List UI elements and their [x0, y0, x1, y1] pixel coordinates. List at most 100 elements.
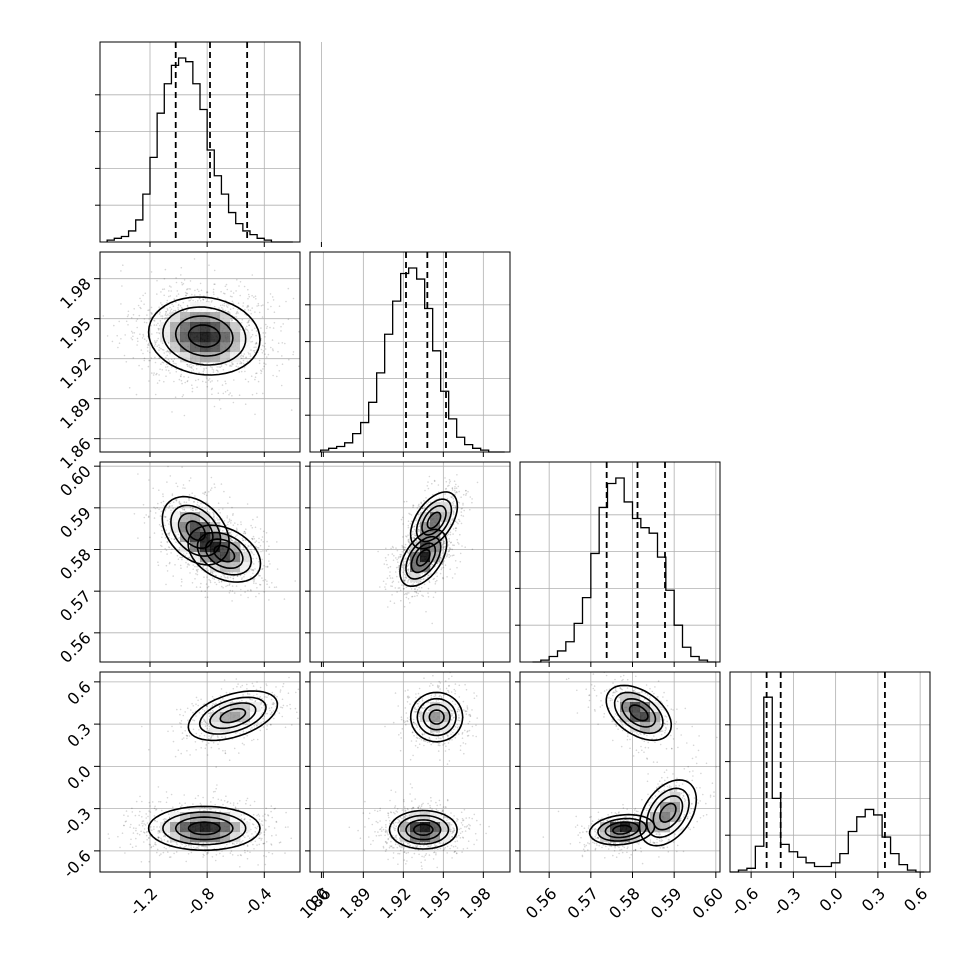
scatter-point-2-0 — [231, 585, 234, 587]
scatter-point-3-0 — [208, 735, 210, 737]
scatter-point-2-0 — [228, 518, 231, 521]
scatter-point-1-0 — [219, 366, 222, 369]
scatter-point-2-0 — [240, 523, 242, 526]
scatter-point-1-0 — [263, 365, 265, 368]
scatter-point-1-0 — [265, 356, 268, 358]
scatter-point-2-1 — [455, 527, 457, 530]
density-cell-2-0 — [190, 552, 201, 563]
scatter-point-2-0 — [273, 586, 276, 589]
scatter-point-2-1 — [440, 541, 443, 544]
scatter-point-2-0 — [261, 558, 263, 561]
scatter-point-1-0 — [173, 380, 175, 383]
scatter-point-3-0 — [224, 750, 226, 752]
scatter-point-2-0 — [252, 578, 254, 581]
scatter-point-1-0 — [123, 354, 126, 357]
scatter-point-1-0 — [154, 356, 156, 359]
scatter-point-1-0 — [209, 381, 212, 383]
scatter-point-1-0 — [244, 370, 246, 373]
scatter-point-1-0 — [272, 374, 274, 377]
scatter-point-1-0 — [166, 350, 169, 352]
scatter-point-1-0 — [144, 292, 147, 295]
scatter-point-1-0 — [157, 337, 159, 340]
scatter-point-2-1 — [454, 487, 456, 490]
hist-panel-1 — [305, 251, 511, 453]
scatter-point-1-0 — [240, 322, 243, 324]
scatter-point-3-0 — [279, 841, 282, 843]
scatter-point-1-0 — [202, 370, 205, 373]
scatter-point-1-0 — [260, 370, 263, 373]
scatter-point-2-1 — [452, 506, 455, 509]
scatter-point-2-0 — [175, 482, 177, 485]
scatter-point-3-0 — [123, 824, 125, 827]
scatter-point-1-0 — [186, 304, 189, 307]
scatter-point-2-0 — [160, 541, 162, 543]
scatter-point-1-0 — [149, 359, 151, 362]
scatter-point-2-1 — [412, 504, 414, 507]
scatter-point-1-0 — [183, 279, 186, 281]
scatter-point-2-0 — [185, 552, 188, 555]
scatter-point-2-1 — [402, 536, 404, 538]
scatter-point-2-1 — [402, 523, 404, 525]
scatter-point-3-0 — [272, 703, 275, 706]
scatter-point-1-0 — [248, 324, 250, 326]
scatter-point-1-0 — [205, 377, 208, 380]
scatter-point-1-0 — [197, 299, 199, 302]
scatter-point-1-0 — [171, 411, 173, 413]
scatter-point-1-0 — [215, 369, 218, 372]
scatter-point-2-0 — [178, 549, 181, 552]
scatter-point-2-0 — [255, 540, 258, 542]
scatter-point-2-1 — [452, 503, 455, 505]
scatter-point-1-0 — [177, 303, 180, 306]
scatter-point-1-0 — [125, 361, 128, 363]
scatter-point-2-1 — [451, 518, 454, 521]
scatter-point-2-0 — [216, 517, 218, 519]
scatter-point-1-0 — [173, 362, 175, 365]
scatter-point-3-0 — [195, 749, 197, 751]
scatter-point-2-1 — [434, 580, 437, 583]
scatter-point-2-0 — [143, 522, 146, 524]
scatter-point-2-1 — [457, 541, 459, 544]
scatter-point-2-1 — [385, 583, 387, 585]
scatter-point-2-0 — [237, 523, 239, 526]
scatter-point-2-0 — [181, 556, 184, 559]
scatter-point-1-0 — [237, 308, 239, 311]
scatter-point-1-0 — [142, 333, 144, 336]
scatter-point-2-1 — [408, 578, 410, 581]
scatter-point-2-0 — [179, 564, 182, 567]
scatter-point-2-0 — [180, 578, 183, 581]
scatter-point-2-1 — [406, 569, 409, 571]
scatter-point-1-0 — [232, 302, 235, 305]
scatter-point-2-0 — [178, 546, 181, 549]
scatter-point-2-0 — [200, 582, 202, 585]
scatter-point-2-0 — [208, 578, 210, 581]
scatter-point-2-1 — [462, 502, 464, 505]
density-cell-2-0 — [200, 512, 211, 523]
scatter-point-3-0 — [246, 845, 249, 847]
density-cell-1-0 — [190, 332, 201, 343]
scatter-point-3-0 — [215, 766, 217, 768]
scatter-point-1-0 — [189, 288, 192, 290]
scatter-point-1-0 — [212, 371, 215, 373]
scatter-point-2-0 — [266, 540, 268, 543]
scatter-point-3-0 — [253, 695, 255, 697]
scatter-point-2-1 — [456, 538, 459, 541]
scatter-point-2-0 — [137, 473, 139, 475]
scatter-point-2-1 — [440, 556, 442, 559]
scatter-point-1-0 — [262, 332, 265, 334]
scatter-point-1-0 — [165, 350, 168, 353]
density-cell-2-1 — [430, 512, 441, 523]
scatter-point-2-0 — [168, 546, 171, 549]
scatter-point-1-0 — [232, 401, 235, 404]
scatter-point-2-1 — [444, 493, 446, 495]
scatter-point-3-0 — [158, 836, 160, 839]
scatter-point-2-0 — [154, 507, 157, 510]
scatter-point-2-1 — [377, 550, 379, 553]
scatter-point-1-0 — [153, 324, 156, 326]
scatter-point-3-0 — [170, 856, 172, 858]
scatter-point-2-1 — [465, 492, 468, 495]
scatter-point-1-0 — [164, 317, 167, 319]
scatter-point-1-0 — [111, 340, 114, 343]
scatter-point-2-1 — [427, 574, 430, 577]
scatter-point-2-1 — [414, 590, 416, 593]
scatter-point-2-1 — [386, 563, 388, 566]
